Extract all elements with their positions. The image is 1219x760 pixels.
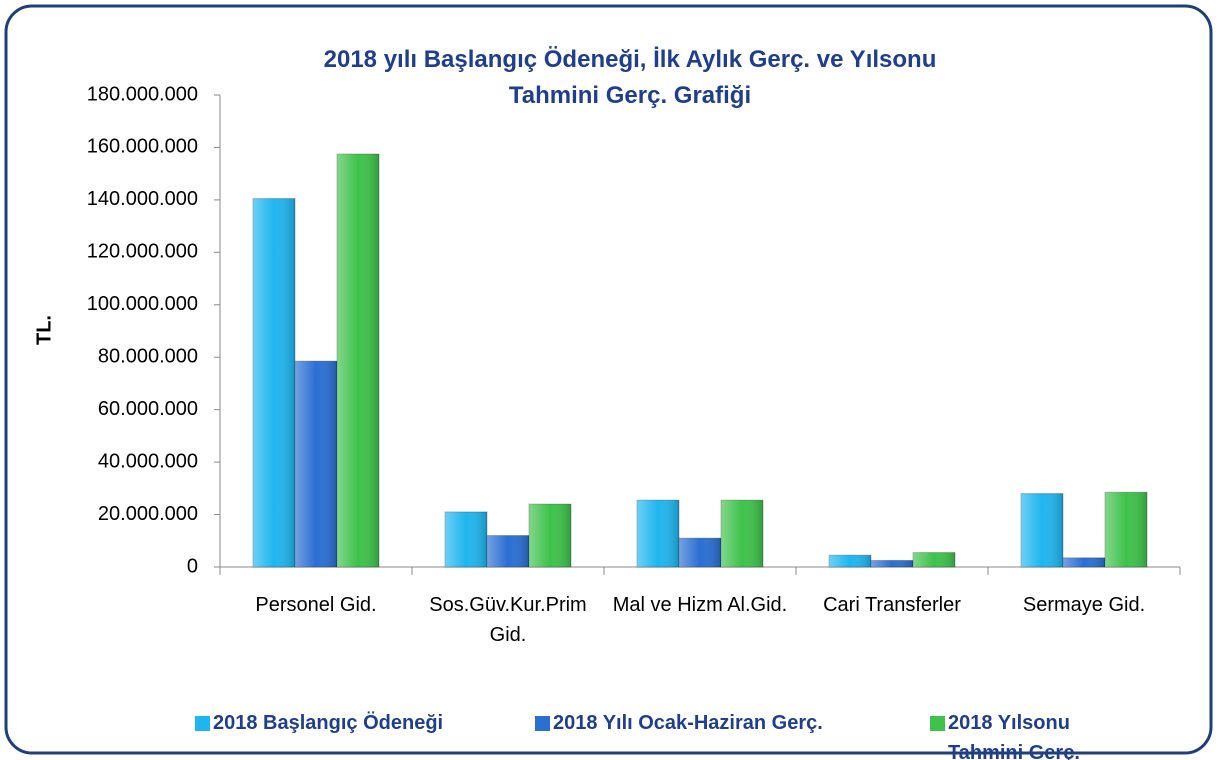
bar-shade — [871, 560, 913, 567]
bar-shade — [337, 154, 379, 567]
y-tick-label: 120.000.000 — [87, 241, 198, 263]
x-tick-label: Sos.Güv.Kur.Prim Gid. — [429, 594, 587, 646]
bar-shade — [913, 552, 955, 567]
y-tick-label: 0 — [187, 555, 198, 577]
y-tick-label: 140.000.000 — [87, 188, 198, 210]
bar-shade — [1063, 557, 1105, 567]
bar-shade — [295, 361, 337, 567]
legend-item: 2018 Başlangıç Ödeneği — [195, 708, 525, 738]
legend-swatch — [930, 716, 945, 731]
legend-label: 2018 Başlangıç Ödeneği — [213, 712, 444, 734]
y-tick-label: 80.000.000 — [98, 346, 198, 368]
legend-swatch — [195, 716, 210, 731]
x-tick-label: Sermaye Gid. — [1022, 594, 1146, 616]
y-tick-label: 180.000.000 — [87, 83, 198, 105]
legend-label: 2018 Yılsonu Tahmini Gerç. — [948, 712, 1080, 760]
x-tick-label: Cari Transferler — [823, 594, 961, 616]
y-tick-label: 20.000.000 — [98, 503, 198, 525]
y-tick-label: 40.000.000 — [98, 450, 198, 472]
bar-shade — [679, 538, 721, 567]
legend-swatch — [535, 716, 550, 731]
legend-label: 2018 Yılı Ocak-Haziran Gerç. — [553, 712, 823, 734]
bar-shade — [529, 504, 571, 567]
bar-shade — [637, 500, 679, 567]
chart-title: 2018 yılı Başlangıç Ödeneği, İlk Aylık G… — [323, 46, 937, 109]
y-tick-label: 100.000.000 — [87, 293, 198, 315]
bar-shade — [1105, 492, 1147, 567]
bar-shade — [487, 535, 529, 567]
y-tick-label: 160.000.000 — [87, 136, 198, 158]
bar-shade — [829, 555, 871, 567]
frame — [4, 4, 1213, 755]
y-tick-label: 60.000.000 — [98, 398, 198, 420]
legend-item: 2018 Yılı Ocak-Haziran Gerç. — [535, 708, 915, 738]
bar-shade — [721, 500, 763, 567]
x-tick-label: Personel Gid. — [255, 594, 377, 616]
bar-shade — [253, 198, 295, 568]
bar-shade — [445, 511, 487, 567]
bar-shade — [1021, 493, 1063, 567]
y-axis-label: TL. — [33, 315, 55, 345]
x-tick-label: Mal ve Hizm Al.Gid. — [612, 594, 788, 616]
legend-item: 2018 Yılsonu Tahmini Gerç. — [930, 708, 1110, 760]
